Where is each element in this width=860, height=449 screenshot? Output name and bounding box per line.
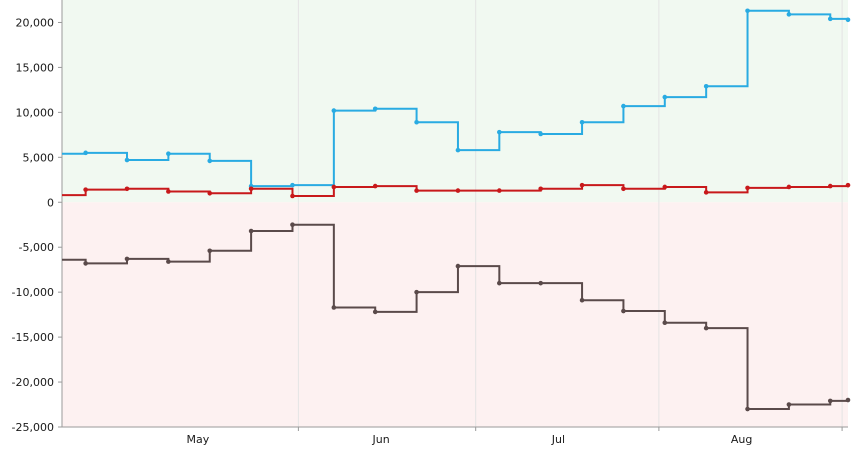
x-tick-label: Aug: [731, 433, 752, 446]
background-bands: [62, 0, 848, 427]
series-3-point: [827, 398, 833, 404]
series-2-point: [621, 186, 626, 192]
series-1-point: [83, 150, 88, 156]
series-3-point: [621, 308, 626, 314]
series-3-point: [124, 256, 130, 262]
series-3-point: [538, 280, 543, 286]
series-3-point: [290, 222, 295, 228]
series-2-point: [248, 186, 254, 192]
series-2-point: [372, 183, 378, 189]
series-2-point: [827, 183, 833, 189]
series-3-point: [703, 325, 709, 331]
series-1-point: [538, 131, 543, 137]
y-tick-label: 10,000: [16, 106, 55, 119]
series-3-point: [207, 248, 213, 254]
series-2-point: [845, 182, 851, 188]
series-2-point: [207, 190, 213, 196]
series-1-point: [703, 83, 709, 89]
y-tick-label: -20,000: [12, 376, 54, 389]
series-1-point: [124, 157, 130, 163]
series-2-point: [745, 185, 750, 191]
y-tick-label: -5,000: [19, 241, 54, 254]
series-3-point: [414, 289, 419, 295]
series-1-point: [827, 16, 833, 22]
series-3-point: [83, 261, 88, 266]
series-3-point: [331, 305, 337, 310]
y-tick-label: 5,000: [23, 151, 55, 164]
series-1-point: [845, 17, 851, 23]
series-1-point: [207, 158, 213, 164]
grid-lines: [297, 0, 843, 427]
y-tick-label: -10,000: [12, 286, 54, 299]
series-3-point: [745, 406, 750, 412]
y-tick-labels: -25,000 -20,000 -15,000 -10,000 -5,000 0 5,000…: [12, 16, 54, 434]
series-3-point: [845, 397, 851, 403]
series-2-point: [538, 186, 543, 192]
series-1-point: [497, 129, 502, 135]
series-1-point: [662, 94, 668, 100]
series-2-point: [166, 189, 171, 194]
series-2-point: [331, 184, 337, 190]
series-2-point: [455, 188, 461, 193]
series-line-3: [62, 223, 849, 411]
series-1-point: [786, 12, 792, 17]
series-3-point: [497, 280, 502, 286]
series-3-point: [579, 297, 585, 303]
negative-band: [62, 202, 848, 427]
series-1-point: [290, 182, 295, 188]
x-tick-label: May: [187, 433, 210, 446]
series-2-point: [83, 187, 88, 192]
series-1-point: [745, 8, 750, 14]
series-3-point: [166, 259, 171, 264]
y-tick-label: 0: [47, 196, 54, 209]
x-tick-label: Jul: [551, 433, 565, 446]
series-2-point: [786, 184, 792, 190]
axes: [58, 0, 848, 431]
series-3-point: [662, 320, 668, 326]
series-1-point: [166, 151, 171, 157]
y-tick-label: 15,000: [16, 61, 55, 74]
y-tick-label: 20,000: [16, 16, 55, 29]
x-tick-label: Jun: [372, 433, 390, 446]
series-3-point: [248, 228, 254, 234]
series-2-point: [703, 190, 709, 195]
series-3-point: [786, 402, 792, 407]
series-2-point: [497, 188, 502, 193]
y-tick-label: -25,000: [12, 421, 54, 434]
series-2-point: [124, 186, 130, 192]
series-points: [83, 8, 851, 412]
positive-band: [62, 0, 848, 203]
series-3-point: [372, 309, 378, 315]
series-2-point: [579, 182, 585, 188]
x-tick-labels: May Jun Jul Aug: [187, 433, 753, 446]
series-1-point: [372, 106, 378, 112]
series-1-point: [414, 119, 419, 125]
y-tick-label: -15,000: [12, 331, 54, 344]
series-1-point: [455, 147, 461, 153]
series-1-point: [331, 108, 337, 113]
series-1-point: [621, 103, 626, 109]
series-3-point: [455, 263, 461, 269]
series-2-point: [290, 193, 295, 199]
series-1-point: [579, 119, 585, 125]
series-2-point: [414, 188, 419, 193]
series-2-point: [662, 184, 668, 190]
